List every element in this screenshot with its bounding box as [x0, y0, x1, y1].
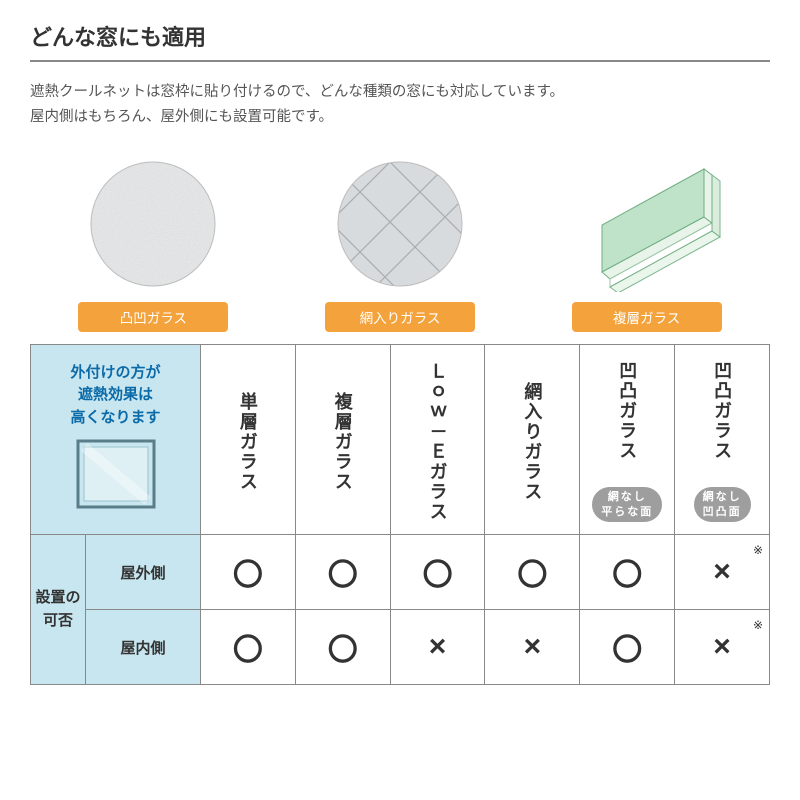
cell: 〇 — [201, 535, 296, 610]
col-header: 凹凸ガラス 網なし 平らな面 — [580, 345, 675, 535]
page-title: どんな窓にも適用 — [30, 20, 770, 52]
cell: 〇 — [295, 535, 390, 610]
col-header: 複層ガラス — [295, 345, 390, 535]
col-header: 凹凸ガラス 網なし 凹凸面 — [675, 345, 770, 535]
table-corner-cell: 外付けの方が 遮熱効果は 高くなります — [31, 345, 201, 535]
glass-sample-wired: 網入りガラス — [300, 157, 500, 332]
row-header: 屋内側 — [86, 610, 201, 685]
description: 遮熱クールネットは窓枠に貼り付けるので、どんな種類の窓にも対応しています。 屋内… — [30, 80, 770, 129]
description-line1: 遮熱クールネットは窓枠に貼り付けるので、どんな種類の窓にも対応しています。 — [30, 84, 564, 100]
col-sub-pill: 網なし 平らな面 — [592, 487, 662, 522]
row-header: 屋外側 — [86, 535, 201, 610]
cell: 〇 — [390, 535, 485, 610]
cell: 〇 — [485, 535, 580, 610]
glass-label: 網入りガラス — [325, 302, 475, 332]
row-group-header: 設置の 可否 — [31, 535, 86, 685]
title-divider — [30, 60, 770, 62]
col-header: 網入りガラス — [485, 345, 580, 535]
frosted-glass-icon — [78, 157, 228, 292]
cell: 〇 — [201, 610, 296, 685]
glass-sample-multilayer: 複層ガラス — [547, 157, 747, 332]
cell: ×※ — [675, 610, 770, 685]
col-sub-pill: 網なし 凹凸面 — [694, 487, 751, 522]
multilayer-glass-icon — [572, 157, 722, 292]
col-header: Ｌｏｗ－Ｅガラス — [390, 345, 485, 535]
window-frame-icon — [72, 435, 160, 513]
col-header: 単層ガラス — [201, 345, 296, 535]
compatibility-table: 外付けの方が 遮熱効果は 高くなります 単層ガラス 複層ガラス Ｌｏｗ－Ｅガラス… — [30, 344, 770, 685]
table-header-row: 外付けの方が 遮熱効果は 高くなります 単層ガラス 複層ガラス Ｌｏｗ－Ｅガラス… — [31, 345, 770, 535]
cell: 〇 — [580, 610, 675, 685]
description-line2: 屋内側はもちろん、屋外側にも設置可能です。 — [30, 109, 333, 125]
footnote-mark: ※ — [753, 618, 763, 632]
cell: × — [390, 610, 485, 685]
glass-sample-frosted: 凸凹ガラス — [53, 157, 253, 332]
corner-note: 外付けの方が 遮熱効果は 高くなります — [35, 362, 196, 430]
cell: 〇 — [580, 535, 675, 610]
table-row: 設置の 可否 屋外側 〇 〇 〇 〇 〇 ×※ — [31, 535, 770, 610]
cell: 〇 — [295, 610, 390, 685]
cell: × — [485, 610, 580, 685]
glass-label: 複層ガラス — [572, 302, 722, 332]
wired-glass-icon — [325, 157, 475, 292]
glass-label: 凸凹ガラス — [78, 302, 228, 332]
table-row: 屋内側 〇 〇 × × 〇 ×※ — [31, 610, 770, 685]
footnote-mark: ※ — [753, 543, 763, 557]
glass-samples-row: 凸凹ガラス — [30, 157, 770, 332]
cell: ×※ — [675, 535, 770, 610]
